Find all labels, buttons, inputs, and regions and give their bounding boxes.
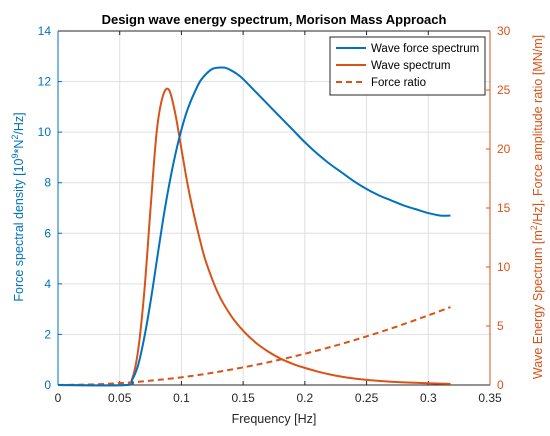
series-line-force-ratio bbox=[57, 306, 451, 386]
y-left-tick-label: 10 bbox=[38, 125, 52, 139]
y-left-tick-label: 6 bbox=[44, 226, 51, 240]
y-left-tick-label: 14 bbox=[38, 24, 52, 38]
legend-entry-label: Wave spectrum bbox=[371, 60, 450, 72]
legend-entry-label: Force ratio bbox=[371, 77, 426, 89]
y-right-tick-label: 15 bbox=[497, 201, 511, 215]
x-tick-label: 0.15 bbox=[231, 391, 255, 405]
y-right-tick-label: 5 bbox=[497, 319, 504, 333]
x-tick-label: 0.3 bbox=[420, 391, 437, 405]
x-axis-label: Frequency [Hz] bbox=[232, 412, 317, 426]
series-line-wave-force-spectrum bbox=[57, 66, 451, 387]
y-right-tick-label: 30 bbox=[497, 24, 511, 38]
legend: Wave force spectrum Wave spectrum Force ra… bbox=[329, 36, 486, 96]
chart-title: Design wave energy spectrum, Morison Mas… bbox=[102, 12, 447, 27]
y-right-tick-label: 0 bbox=[497, 378, 504, 392]
y-left-tick-label: 12 bbox=[38, 75, 52, 89]
y-right-tick-label: 20 bbox=[497, 142, 511, 156]
series-line-wave-spectrum bbox=[57, 87, 451, 387]
y-right-tick-label: 25 bbox=[497, 83, 511, 97]
y-left-tick-label: 8 bbox=[44, 176, 51, 190]
x-tick-label: 0.35 bbox=[478, 391, 502, 405]
legend-entry-label: Wave force spectrum bbox=[371, 43, 479, 55]
x-tick-label: 0.1 bbox=[173, 391, 190, 405]
y-right-tick-label: 10 bbox=[497, 260, 511, 274]
x-tick-label: 0.2 bbox=[297, 391, 314, 405]
y-axis-right-label: Wave Energy Spectrum [m2/Hz], Force ampl… bbox=[529, 35, 545, 379]
x-tick-label: 0 bbox=[55, 391, 62, 405]
x-tick-label: 0.25 bbox=[355, 391, 379, 405]
x-tick-label: 0.05 bbox=[108, 391, 132, 405]
y-axis-left-label: Force spectral density [109*N2/Hz] bbox=[10, 112, 26, 301]
y-left-tick-label: 4 bbox=[44, 277, 51, 291]
y-left-tick-label: 0 bbox=[44, 378, 51, 392]
y-left-tick-label: 2 bbox=[44, 327, 51, 341]
